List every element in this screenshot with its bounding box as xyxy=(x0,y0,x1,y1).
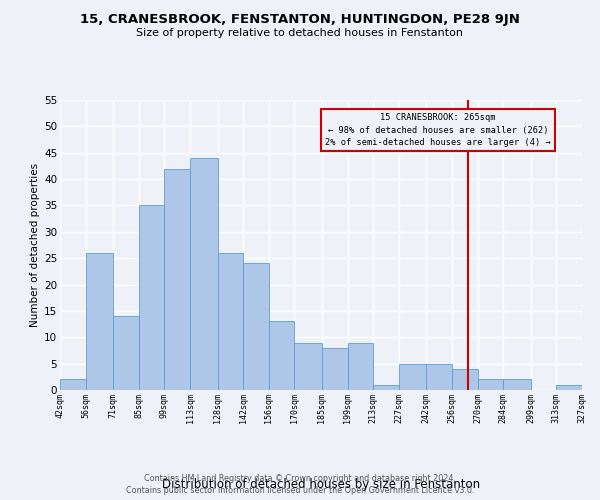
Bar xyxy=(556,384,582,390)
Bar xyxy=(86,253,113,390)
Bar xyxy=(373,384,399,390)
Bar xyxy=(243,264,269,390)
Bar xyxy=(113,316,139,390)
Text: Size of property relative to detached houses in Fenstanton: Size of property relative to detached ho… xyxy=(137,28,464,38)
Text: 15, CRANESBROOK, FENSTANTON, HUNTINGDON, PE28 9JN: 15, CRANESBROOK, FENSTANTON, HUNTINGDON,… xyxy=(80,12,520,26)
Y-axis label: Number of detached properties: Number of detached properties xyxy=(30,163,40,327)
Bar xyxy=(478,380,503,390)
Bar xyxy=(427,364,452,390)
Text: 15 CRANESBROOK: 265sqm
← 98% of detached houses are smaller (262)
2% of semi-det: 15 CRANESBROOK: 265sqm ← 98% of detached… xyxy=(325,113,551,147)
Bar xyxy=(295,342,322,390)
Bar xyxy=(139,206,164,390)
Bar xyxy=(164,168,190,390)
Bar xyxy=(218,253,243,390)
Bar xyxy=(452,369,478,390)
Bar xyxy=(503,380,531,390)
Bar xyxy=(60,380,86,390)
Bar xyxy=(347,342,373,390)
Bar xyxy=(269,322,295,390)
Bar xyxy=(190,158,218,390)
Text: Contains HM Land Registry data © Crown copyright and database right 2024.
Contai: Contains HM Land Registry data © Crown c… xyxy=(126,474,474,495)
X-axis label: Distribution of detached houses by size in Fenstanton: Distribution of detached houses by size … xyxy=(162,478,480,492)
Bar xyxy=(399,364,427,390)
Bar xyxy=(322,348,347,390)
